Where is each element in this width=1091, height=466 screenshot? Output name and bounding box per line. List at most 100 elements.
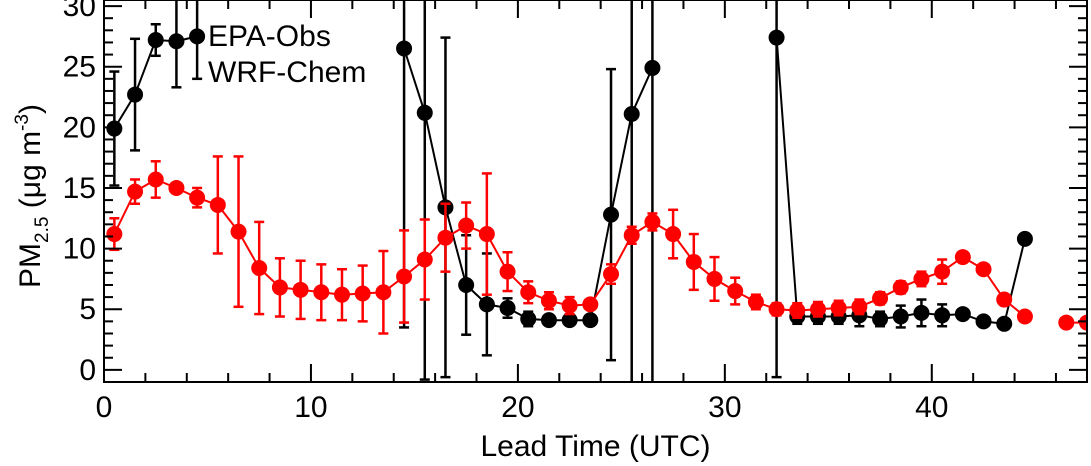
legend: EPA-Obs WRF-Chem	[208, 20, 366, 89]
wrf-chem-point	[251, 260, 268, 277]
wrf-chem-point	[623, 227, 640, 244]
wrf-chem-point	[830, 300, 847, 317]
wrf-chem-point	[292, 281, 309, 298]
y-tick-label: 15	[63, 172, 96, 205]
y-axis-label-unit: (μg m	[14, 131, 47, 217]
axis-ticks: 0 10 20 30 40 0 5 10 15 20 25 30	[63, 0, 1087, 424]
y-axis-label: PM2.5 (μg m-3)	[12, 104, 53, 288]
wrf-chem-point	[727, 283, 744, 300]
wrf-chem-point	[230, 223, 247, 240]
epa-obs-point	[872, 310, 889, 327]
wrf-chem-point	[354, 285, 371, 302]
epa-obs-point	[582, 312, 599, 329]
y-tick-label: 20	[63, 111, 96, 144]
y-tick-label: 30	[63, 0, 96, 23]
x-tick-label: 10	[294, 391, 327, 424]
wrf-chem-point	[747, 293, 764, 310]
legend-label-epa-obs: EPA-Obs	[208, 20, 331, 53]
y-tick-label: 5	[79, 293, 96, 326]
wrf-chem-point	[665, 226, 682, 243]
wrf-chem-point	[892, 279, 909, 296]
epa-obs-point	[603, 206, 620, 223]
wrf-chem-point	[644, 213, 661, 230]
wrf-chem-point	[416, 251, 433, 268]
wrf-chem-point	[789, 302, 806, 319]
epa-obs-point	[644, 59, 661, 76]
wrf-chem-point	[603, 266, 620, 283]
y-axis-label-superscript: -3	[12, 114, 33, 131]
epa-obs-point	[106, 120, 123, 137]
axes-frame	[103, 0, 1088, 383]
epa-obs-point	[954, 306, 971, 323]
wrf-chem-point	[768, 301, 785, 318]
wrf-chem-point	[706, 270, 723, 287]
epa-obs-point	[520, 310, 537, 327]
epa-obs-point	[892, 308, 909, 325]
series-2-point	[1079, 314, 1087, 331]
epa-obs-point	[540, 312, 557, 329]
epa-obs-point	[147, 32, 164, 49]
y-axis-label-close: )	[14, 104, 47, 114]
epa-obs-point	[768, 29, 785, 46]
epa-obs-point	[1016, 230, 1033, 247]
epa-obs-point	[996, 315, 1013, 332]
epa-obs-point	[127, 86, 144, 103]
wrf-chem-point	[106, 226, 123, 243]
x-tick-label: 0	[96, 391, 113, 424]
x-tick-label: 20	[501, 391, 534, 424]
wrf-chem-point	[954, 249, 971, 266]
y-axis-label-subscript: 2.5	[32, 217, 53, 243]
wrf-chem-point	[375, 284, 392, 301]
epa-obs-point	[561, 312, 578, 329]
wrf-chem-point	[996, 291, 1013, 308]
epa-obs-point	[623, 105, 640, 122]
x-tick-label: 40	[915, 391, 948, 424]
wrf-chem-point	[975, 261, 992, 278]
plot-frame	[103, 0, 1088, 383]
wrf-chem-point	[271, 279, 288, 296]
wrf-chem-point	[437, 229, 454, 246]
series-2-point	[1058, 314, 1075, 331]
wrf-chem-point	[561, 297, 578, 314]
wrf-chem-point	[809, 301, 826, 318]
wrf-chem-point	[872, 290, 889, 307]
wrf-chem-point	[478, 226, 495, 243]
wrf-chem-point	[851, 298, 868, 315]
y-tick-label: 10	[63, 233, 96, 266]
epa-obs-point	[458, 276, 475, 293]
plot-area	[106, 0, 1087, 382]
legend-label-wrf-chem: WRF-Chem	[208, 56, 366, 89]
epa-obs-point	[416, 104, 433, 121]
wrf-chem-point	[582, 296, 599, 313]
wrf-chem-point	[499, 263, 516, 280]
epa-obs-point	[396, 40, 413, 57]
wrf-chem-point	[333, 286, 350, 303]
wrf-chem-point	[520, 284, 537, 301]
wrf-chem-point	[685, 253, 702, 270]
wrf-chem-point	[313, 284, 330, 301]
y-axis-label-main: PM	[14, 243, 47, 288]
x-tick-label: 30	[708, 391, 741, 424]
wrf-chem-point	[1016, 308, 1033, 325]
epa-obs-point	[975, 313, 992, 330]
epa-obs-point	[189, 28, 206, 45]
wrf-chem-point	[189, 189, 206, 206]
x-axis-label: Lead Time (UTC)	[480, 430, 710, 463]
epa-obs-point	[168, 33, 185, 50]
y-tick-label: 0	[79, 354, 96, 387]
wrf-chem-point	[540, 292, 557, 309]
epa-obs-point	[478, 296, 495, 313]
wrf-chem-point	[458, 217, 475, 234]
wrf-chem-point	[147, 171, 164, 188]
epa-obs-point	[499, 300, 516, 317]
wrf-chem-point	[913, 270, 930, 287]
wrf-chem-point	[934, 263, 951, 280]
y-tick-label: 25	[63, 51, 96, 84]
wrf-chem-point	[168, 179, 185, 196]
wrf-chem-point	[396, 268, 413, 285]
wrf-chem-point	[209, 196, 226, 213]
epa-obs-point	[934, 307, 951, 324]
epa-obs-point	[913, 304, 930, 321]
wrf-chem-point	[127, 183, 144, 200]
